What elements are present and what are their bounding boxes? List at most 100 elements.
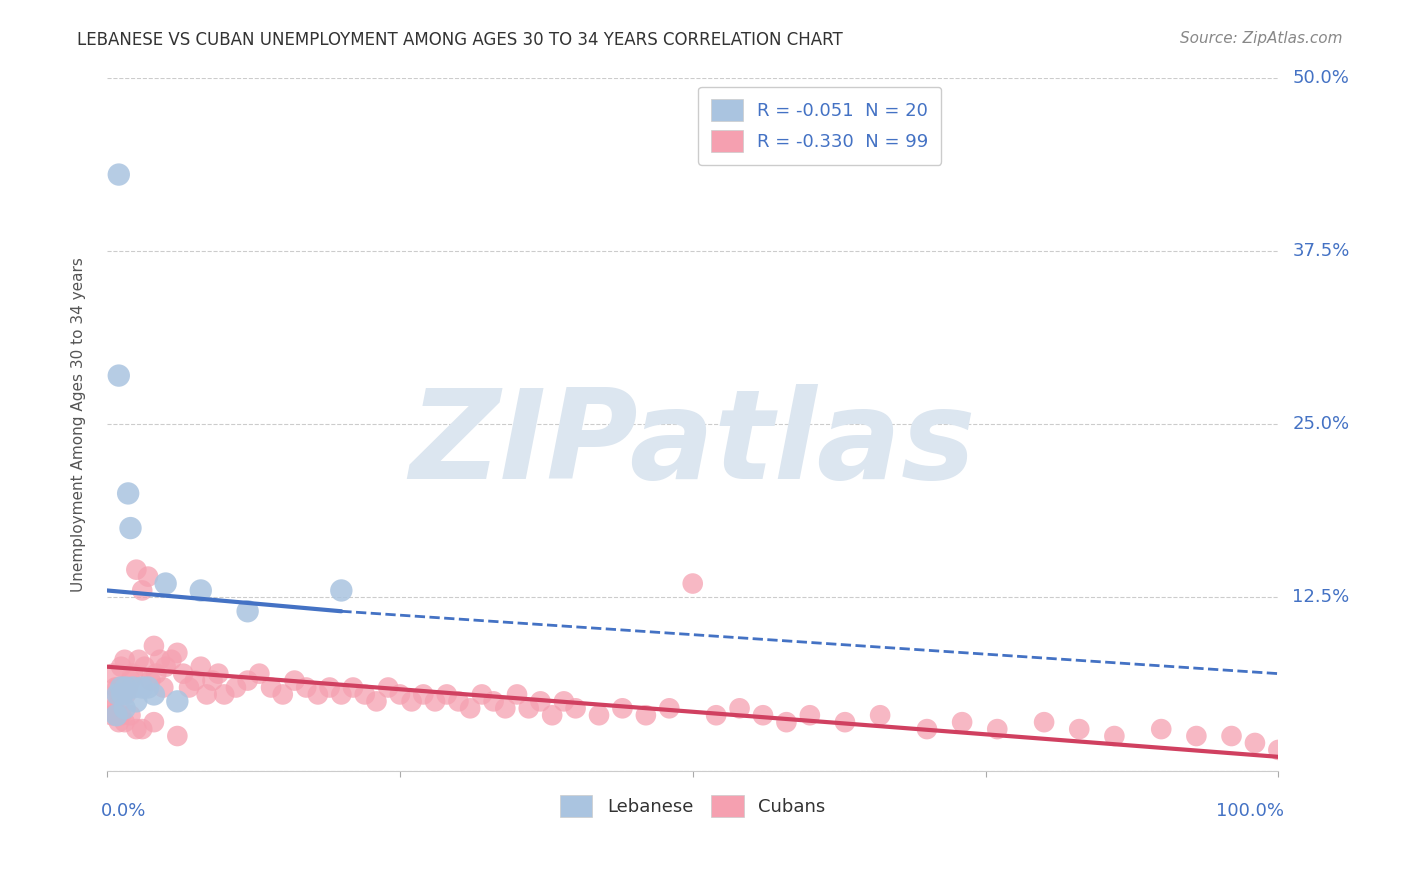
- Point: [950, 715, 973, 730]
- Point: [1267, 743, 1289, 757]
- Point: [107, 688, 129, 702]
- Point: [105, 708, 128, 723]
- Point: [271, 688, 294, 702]
- Point: [114, 681, 136, 695]
- Point: [142, 688, 165, 702]
- Text: 100.0%: 100.0%: [1216, 802, 1284, 820]
- Point: [775, 715, 797, 730]
- Point: [142, 639, 165, 653]
- Point: [166, 694, 188, 708]
- Point: [869, 708, 891, 723]
- Point: [247, 666, 270, 681]
- Point: [103, 701, 125, 715]
- Point: [506, 688, 529, 702]
- Point: [471, 688, 494, 702]
- Text: ZIPatlas: ZIPatlas: [409, 384, 976, 506]
- Point: [101, 666, 124, 681]
- Point: [107, 168, 129, 182]
- Point: [125, 563, 148, 577]
- Point: [564, 701, 586, 715]
- Point: [1150, 722, 1173, 736]
- Point: [110, 659, 132, 673]
- Point: [353, 688, 375, 702]
- Point: [107, 688, 129, 702]
- Point: [307, 688, 329, 702]
- Point: [177, 681, 200, 695]
- Point: [105, 708, 128, 723]
- Point: [482, 694, 505, 708]
- Point: [160, 653, 183, 667]
- Point: [541, 708, 564, 723]
- Text: 0.0%: 0.0%: [101, 802, 146, 820]
- Point: [120, 708, 142, 723]
- Point: [342, 681, 364, 695]
- Point: [152, 681, 174, 695]
- Point: [166, 646, 188, 660]
- Point: [111, 681, 134, 695]
- Point: [682, 576, 704, 591]
- Point: [120, 673, 142, 688]
- Point: [1069, 722, 1091, 736]
- Point: [107, 681, 129, 695]
- Text: 50.0%: 50.0%: [1292, 69, 1350, 87]
- Point: [752, 708, 775, 723]
- Point: [260, 681, 283, 695]
- Point: [190, 583, 212, 598]
- Point: [588, 708, 610, 723]
- Point: [136, 681, 159, 695]
- Point: [447, 694, 470, 708]
- Point: [1104, 729, 1126, 743]
- Point: [225, 681, 247, 695]
- Point: [121, 681, 143, 695]
- Point: [201, 673, 224, 688]
- Point: [1220, 729, 1243, 743]
- Point: [529, 694, 551, 708]
- Point: [986, 722, 1008, 736]
- Point: [120, 521, 142, 535]
- Point: [121, 666, 143, 681]
- Point: [100, 708, 122, 723]
- Point: [190, 659, 212, 673]
- Point: [104, 681, 127, 695]
- Point: [1033, 715, 1056, 730]
- Point: [145, 666, 167, 681]
- Point: [149, 653, 172, 667]
- Point: [634, 708, 657, 723]
- Point: [401, 694, 423, 708]
- Point: [166, 729, 188, 743]
- Point: [131, 681, 153, 695]
- Point: [128, 653, 150, 667]
- Text: 12.5%: 12.5%: [1292, 589, 1350, 607]
- Point: [330, 688, 353, 702]
- Text: Source: ZipAtlas.com: Source: ZipAtlas.com: [1180, 31, 1343, 46]
- Point: [236, 604, 259, 618]
- Point: [553, 694, 575, 708]
- Point: [105, 708, 128, 723]
- Point: [125, 694, 148, 708]
- Point: [155, 659, 177, 673]
- Point: [110, 708, 132, 723]
- Point: [114, 701, 136, 715]
- Point: [111, 688, 134, 702]
- Point: [330, 583, 353, 598]
- Point: [117, 681, 139, 695]
- Point: [131, 583, 153, 598]
- Point: [184, 673, 207, 688]
- Point: [1185, 729, 1208, 743]
- Point: [100, 694, 122, 708]
- Point: [142, 715, 165, 730]
- Point: [799, 708, 821, 723]
- Point: [318, 681, 340, 695]
- Point: [436, 688, 458, 702]
- Point: [114, 715, 136, 730]
- Point: [658, 701, 681, 715]
- Point: [283, 673, 305, 688]
- Point: [139, 673, 162, 688]
- Point: [423, 694, 446, 708]
- Point: [704, 708, 727, 723]
- Point: [125, 722, 148, 736]
- Point: [172, 666, 194, 681]
- Legend: Lebanese, Cubans: Lebanese, Cubans: [553, 788, 832, 824]
- Point: [114, 653, 136, 667]
- Point: [110, 681, 132, 695]
